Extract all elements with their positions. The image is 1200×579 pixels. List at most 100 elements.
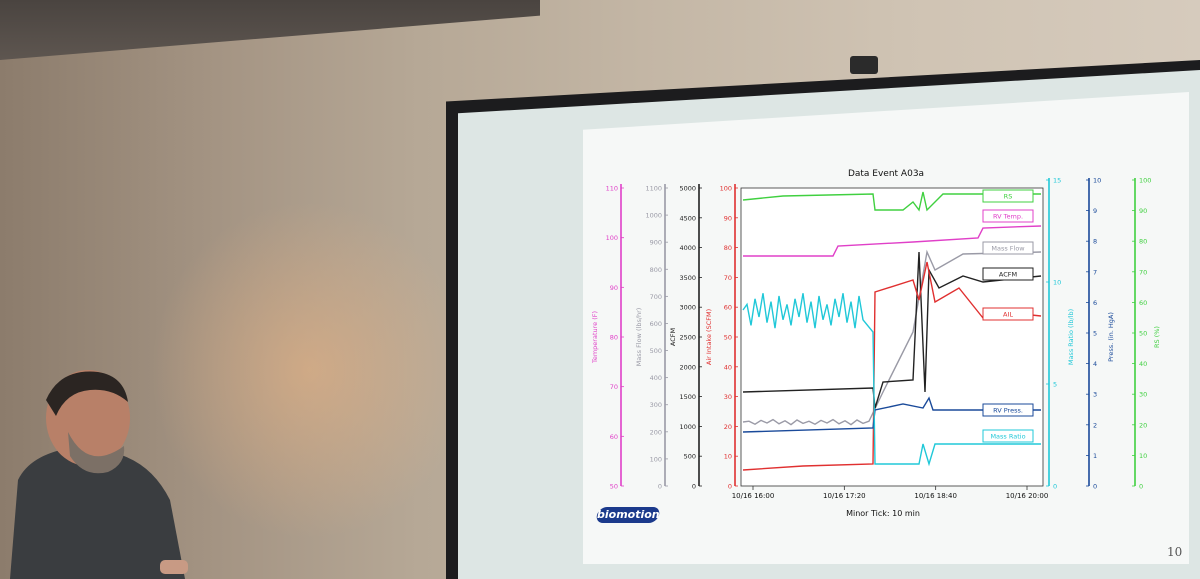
x-ticks: 10/16 16:00 10/16 17:20 10/16 18:40 10/16 2… [732,486,1049,500]
left-axis-tick-label: 70 [610,383,618,391]
x-axis-tick-label: 10/16 20:00 [1006,492,1049,500]
series-label: AIL [1003,311,1013,319]
left-axis-tick-label: 50 [724,334,732,342]
series-label-box [982,429,1034,443]
left-axis-tick-label: 1000 [645,212,662,220]
right-axis-tick-label: 0 [1093,483,1097,491]
left-axis-tick-label: 0 [658,483,662,491]
left-axis-tick-label: 100 [720,185,732,193]
right-axis-tick-label: 3 [1093,391,1097,399]
right-axis-tick-label: 50 [1139,330,1147,338]
right-axis-label: RS (%) [1153,326,1161,348]
left-axis-tick-label: 90 [724,214,732,222]
right-axis-tick-label: 9 [1093,207,1097,215]
series-label-box [982,209,1034,223]
left-axis-tick-label: 1000 [679,423,696,431]
left-axis-label: Temperature (F) [591,311,599,364]
right-axis-tick-label: 4 [1093,360,1097,368]
left-axis-tick-label: 80 [610,334,618,342]
footer-text: Minor Tick: 10 min [846,509,920,518]
series-label: RV Press. [993,407,1023,415]
series-line [742,396,1041,433]
left-axis-tick-label: 4000 [679,244,696,252]
left-axis-label: Air Intake (SCFM) [705,309,713,365]
series-label: Mass Flow [991,245,1025,253]
left-axis-tick-label: 50 [610,483,618,491]
series-label-box [982,403,1034,417]
right-axis-tick-label: 15 [1053,177,1061,185]
left-axis-tick-label: 30 [724,393,732,401]
left-axis-tick-label: 20 [724,423,732,431]
right-axis-tick-label: 100 [1139,177,1151,185]
right-axis-tick-label: 10 [1093,177,1101,185]
series-line [742,191,1041,212]
presenter-hand [160,560,188,574]
presenter [10,370,188,579]
left-axis-tick-label: 80 [724,244,732,252]
left-axis-tick-label: 2000 [679,363,696,371]
right-axis-tick-label: 10 [1139,452,1147,460]
left-axis-tick-label: 100 [606,234,618,242]
left-axis-tick-label: 100 [650,455,662,463]
left-axis-tick-label: 1100 [645,185,662,193]
series-label-box [982,241,1034,255]
right-axis-tick-label: 6 [1093,299,1097,307]
right-axis-tick-label: 10 [1053,279,1061,287]
right-axis-tick-label: 0 [1139,483,1143,491]
right-axis-tick-label: 1 [1093,452,1097,460]
left-axis-tick-label: 70 [724,274,732,282]
left-axis-tick-label: 200 [650,428,662,436]
left-axis-tick-label: 0 [728,483,732,491]
series-line [742,249,1042,426]
left-axis-tick-label: 5000 [679,185,696,193]
right-axis-tick-label: 5 [1053,381,1057,389]
left-axis-tick-label: 3000 [679,304,696,312]
slide-title: Data Event A03a [848,169,924,179]
right-axis-label: Mass Ratio (lb/lb) [1067,309,1075,365]
left-axis-tick-label: 3500 [679,274,696,282]
right-axis-tick-label: 20 [1139,421,1147,429]
left-axis-tick-label: 4500 [679,214,696,222]
presenter-hair [46,371,128,416]
left-axis-tick-label: 40 [724,363,732,371]
presenter-shirt [10,448,185,579]
series-label: RS [1004,193,1013,201]
left-axis-tick-label: 1500 [679,393,696,401]
left-axis-tick-label: 90 [610,284,618,292]
right-axis-tick-label: 90 [1139,207,1147,215]
series-label-box [982,307,1034,321]
page-number: 10 [1167,545,1183,559]
left-axis-tick-label: 700 [650,293,662,301]
left-axis-tick-label: 110 [606,185,618,193]
series-label: RV Temp. [993,213,1023,221]
left-axis-label: ACFM [669,328,677,346]
ceiling [0,0,540,60]
left-axis-tick-label: 10 [724,453,732,461]
x-axis-tick-label: 10/16 16:00 [732,492,775,500]
left-axis-tick-label: 500 [684,453,696,461]
right-axis-tick-label: 30 [1139,391,1147,399]
right-axis-label: Press. (in. HgA) [1107,312,1115,362]
screen-mount [850,56,878,74]
slide-chart: Data Event A03a 1101009080706050Temperat… [591,169,1161,518]
right-axis-tick-label: 60 [1139,299,1147,307]
series-label: Mass Ratio [990,433,1025,441]
right-axis-tick-label: 8 [1093,238,1097,246]
presenter-beard [68,432,125,474]
right-axis-tick-label: 0 [1053,483,1057,491]
series-labels: RS RV Temp. Mass Flow ACFM AIL RV Press. Mass … [982,189,1034,443]
left-axis-tick-label: 60 [610,433,618,441]
company-logo: biomotion [594,507,662,523]
series-label: ACFM [999,271,1017,279]
right-axis-tick-label: 2 [1093,421,1097,429]
slide: Data Event A03a 110 100 90 80 70 60 50 Temperat… [583,92,1189,564]
right-axis-tick-label: 70 [1139,268,1147,276]
series-line [743,225,1042,257]
left-axis-tick-label: 800 [650,266,662,274]
left-axis-tick-label: 60 [724,304,732,312]
series-line [742,293,1041,467]
left-axis-tick-label: 0 [692,483,696,491]
right-axis-tick-label: 7 [1093,268,1097,276]
series-label-box [982,267,1034,281]
